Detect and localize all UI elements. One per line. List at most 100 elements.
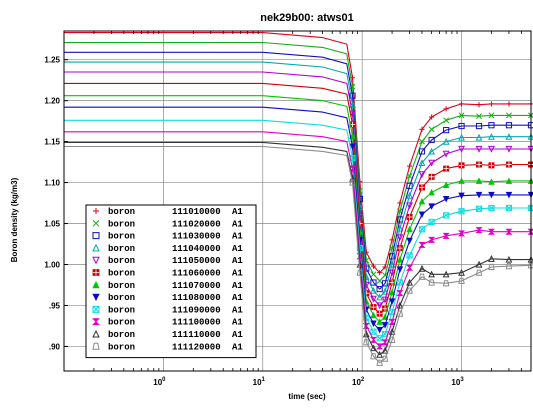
- point-marker: [376, 335, 383, 342]
- point-marker: [418, 171, 426, 179]
- point-marker: [418, 159, 426, 167]
- point-marker: [458, 162, 465, 169]
- point-marker: [488, 204, 495, 212]
- point-marker: [376, 359, 383, 366]
- legend-series-suffix: A1: [232, 318, 243, 328]
- series-111100000: [64, 131, 533, 350]
- legend-series-suffix: A1: [232, 293, 243, 303]
- point-marker: [487, 228, 496, 235]
- series-line: [64, 71, 531, 307]
- point-marker: [388, 253, 396, 260]
- legend-series-id: 111010000: [172, 207, 221, 217]
- point-marker: [442, 195, 450, 203]
- series-line: [64, 145, 532, 364]
- point-marker: [418, 148, 426, 155]
- point-marker: [388, 288, 396, 296]
- point-marker: [475, 145, 483, 153]
- point-marker: [505, 132, 513, 140]
- y-tick-label: 1.25: [44, 56, 60, 65]
- point-marker: [505, 204, 513, 212]
- series-111050000: [64, 71, 533, 310]
- point-marker: [406, 287, 413, 294]
- point-marker: [458, 268, 465, 276]
- point-marker: [370, 286, 377, 294]
- series-line: [64, 61, 531, 298]
- x-tick-exponent: 2: [361, 377, 365, 383]
- point-marker: [406, 173, 413, 179]
- point-marker: [370, 353, 377, 360]
- point-marker: [376, 350, 384, 358]
- point-marker: [349, 132, 356, 139]
- point-marker: [475, 133, 483, 141]
- series-line: [64, 51, 531, 290]
- point-marker: [527, 262, 533, 269]
- point-marker: [376, 318, 383, 325]
- point-marker: [428, 173, 435, 180]
- series-111040000: [64, 61, 533, 301]
- point-marker: [506, 101, 512, 107]
- point-marker: [376, 302, 384, 310]
- point-marker: [458, 192, 465, 200]
- point-marker: [92, 305, 100, 313]
- point-marker: [370, 271, 377, 278]
- series-111020000: [64, 41, 533, 284]
- point-marker: [377, 270, 383, 276]
- point-marker: [428, 236, 436, 243]
- point-marker: [428, 126, 435, 133]
- point-marker: [418, 226, 426, 233]
- series-111030000: [64, 51, 533, 293]
- point-marker: [443, 165, 450, 172]
- legend-series-suffix: A1: [232, 269, 243, 279]
- point-marker: [349, 143, 356, 151]
- point-marker: [396, 234, 404, 242]
- point-marker: [406, 278, 413, 286]
- point-marker: [388, 318, 396, 325]
- point-marker: [505, 191, 513, 199]
- point-marker: [428, 279, 435, 286]
- point-marker: [458, 208, 465, 215]
- point-marker: [388, 298, 396, 305]
- point-marker: [376, 327, 383, 334]
- point-marker: [418, 184, 425, 191]
- legend-item: boron 111070000 A1: [92, 281, 243, 291]
- point-marker: [92, 256, 100, 265]
- point-marker: [381, 346, 389, 354]
- x-tick-label: 101: [253, 377, 266, 387]
- point-marker: [476, 161, 483, 168]
- point-marker: [396, 310, 404, 317]
- point-marker: [92, 243, 100, 252]
- point-marker: [488, 145, 495, 153]
- point-marker: [370, 320, 377, 327]
- legend-series-suffix: A1: [232, 232, 243, 242]
- point-marker: [381, 339, 389, 346]
- plot-frame: [63, 30, 532, 372]
- point-marker: [428, 188, 435, 196]
- y-tick-label: 1.10: [44, 179, 60, 188]
- legend-series-name: boron: [108, 342, 135, 352]
- point-marker: [429, 114, 435, 120]
- series-layer: [64, 32, 533, 366]
- point-marker: [458, 277, 465, 284]
- point-marker: [442, 280, 450, 287]
- legend-series-name: boron: [108, 305, 135, 315]
- legend-item: boron 111090000 A1: [92, 305, 243, 315]
- legend-series-name: boron: [108, 281, 135, 291]
- point-marker: [396, 266, 404, 273]
- x-tick-exponent: 0: [162, 377, 166, 383]
- legend-series-suffix: A1: [232, 256, 243, 266]
- point-marker: [418, 241, 426, 248]
- point-marker: [442, 270, 450, 278]
- point-marker: [443, 127, 450, 134]
- point-marker: [428, 203, 435, 210]
- legend-series-suffix: A1: [232, 244, 243, 254]
- y-axis-label: Boron density (kg/m3): [10, 177, 19, 262]
- point-marker: [370, 311, 377, 319]
- y-tick-label: 1.05: [44, 220, 60, 229]
- legend-series-id: 111090000: [172, 305, 221, 315]
- point-marker: [458, 177, 465, 184]
- point-marker: [443, 106, 449, 112]
- point-marker: [363, 339, 370, 346]
- legend-series-name: boron: [108, 232, 135, 242]
- point-marker: [418, 197, 426, 205]
